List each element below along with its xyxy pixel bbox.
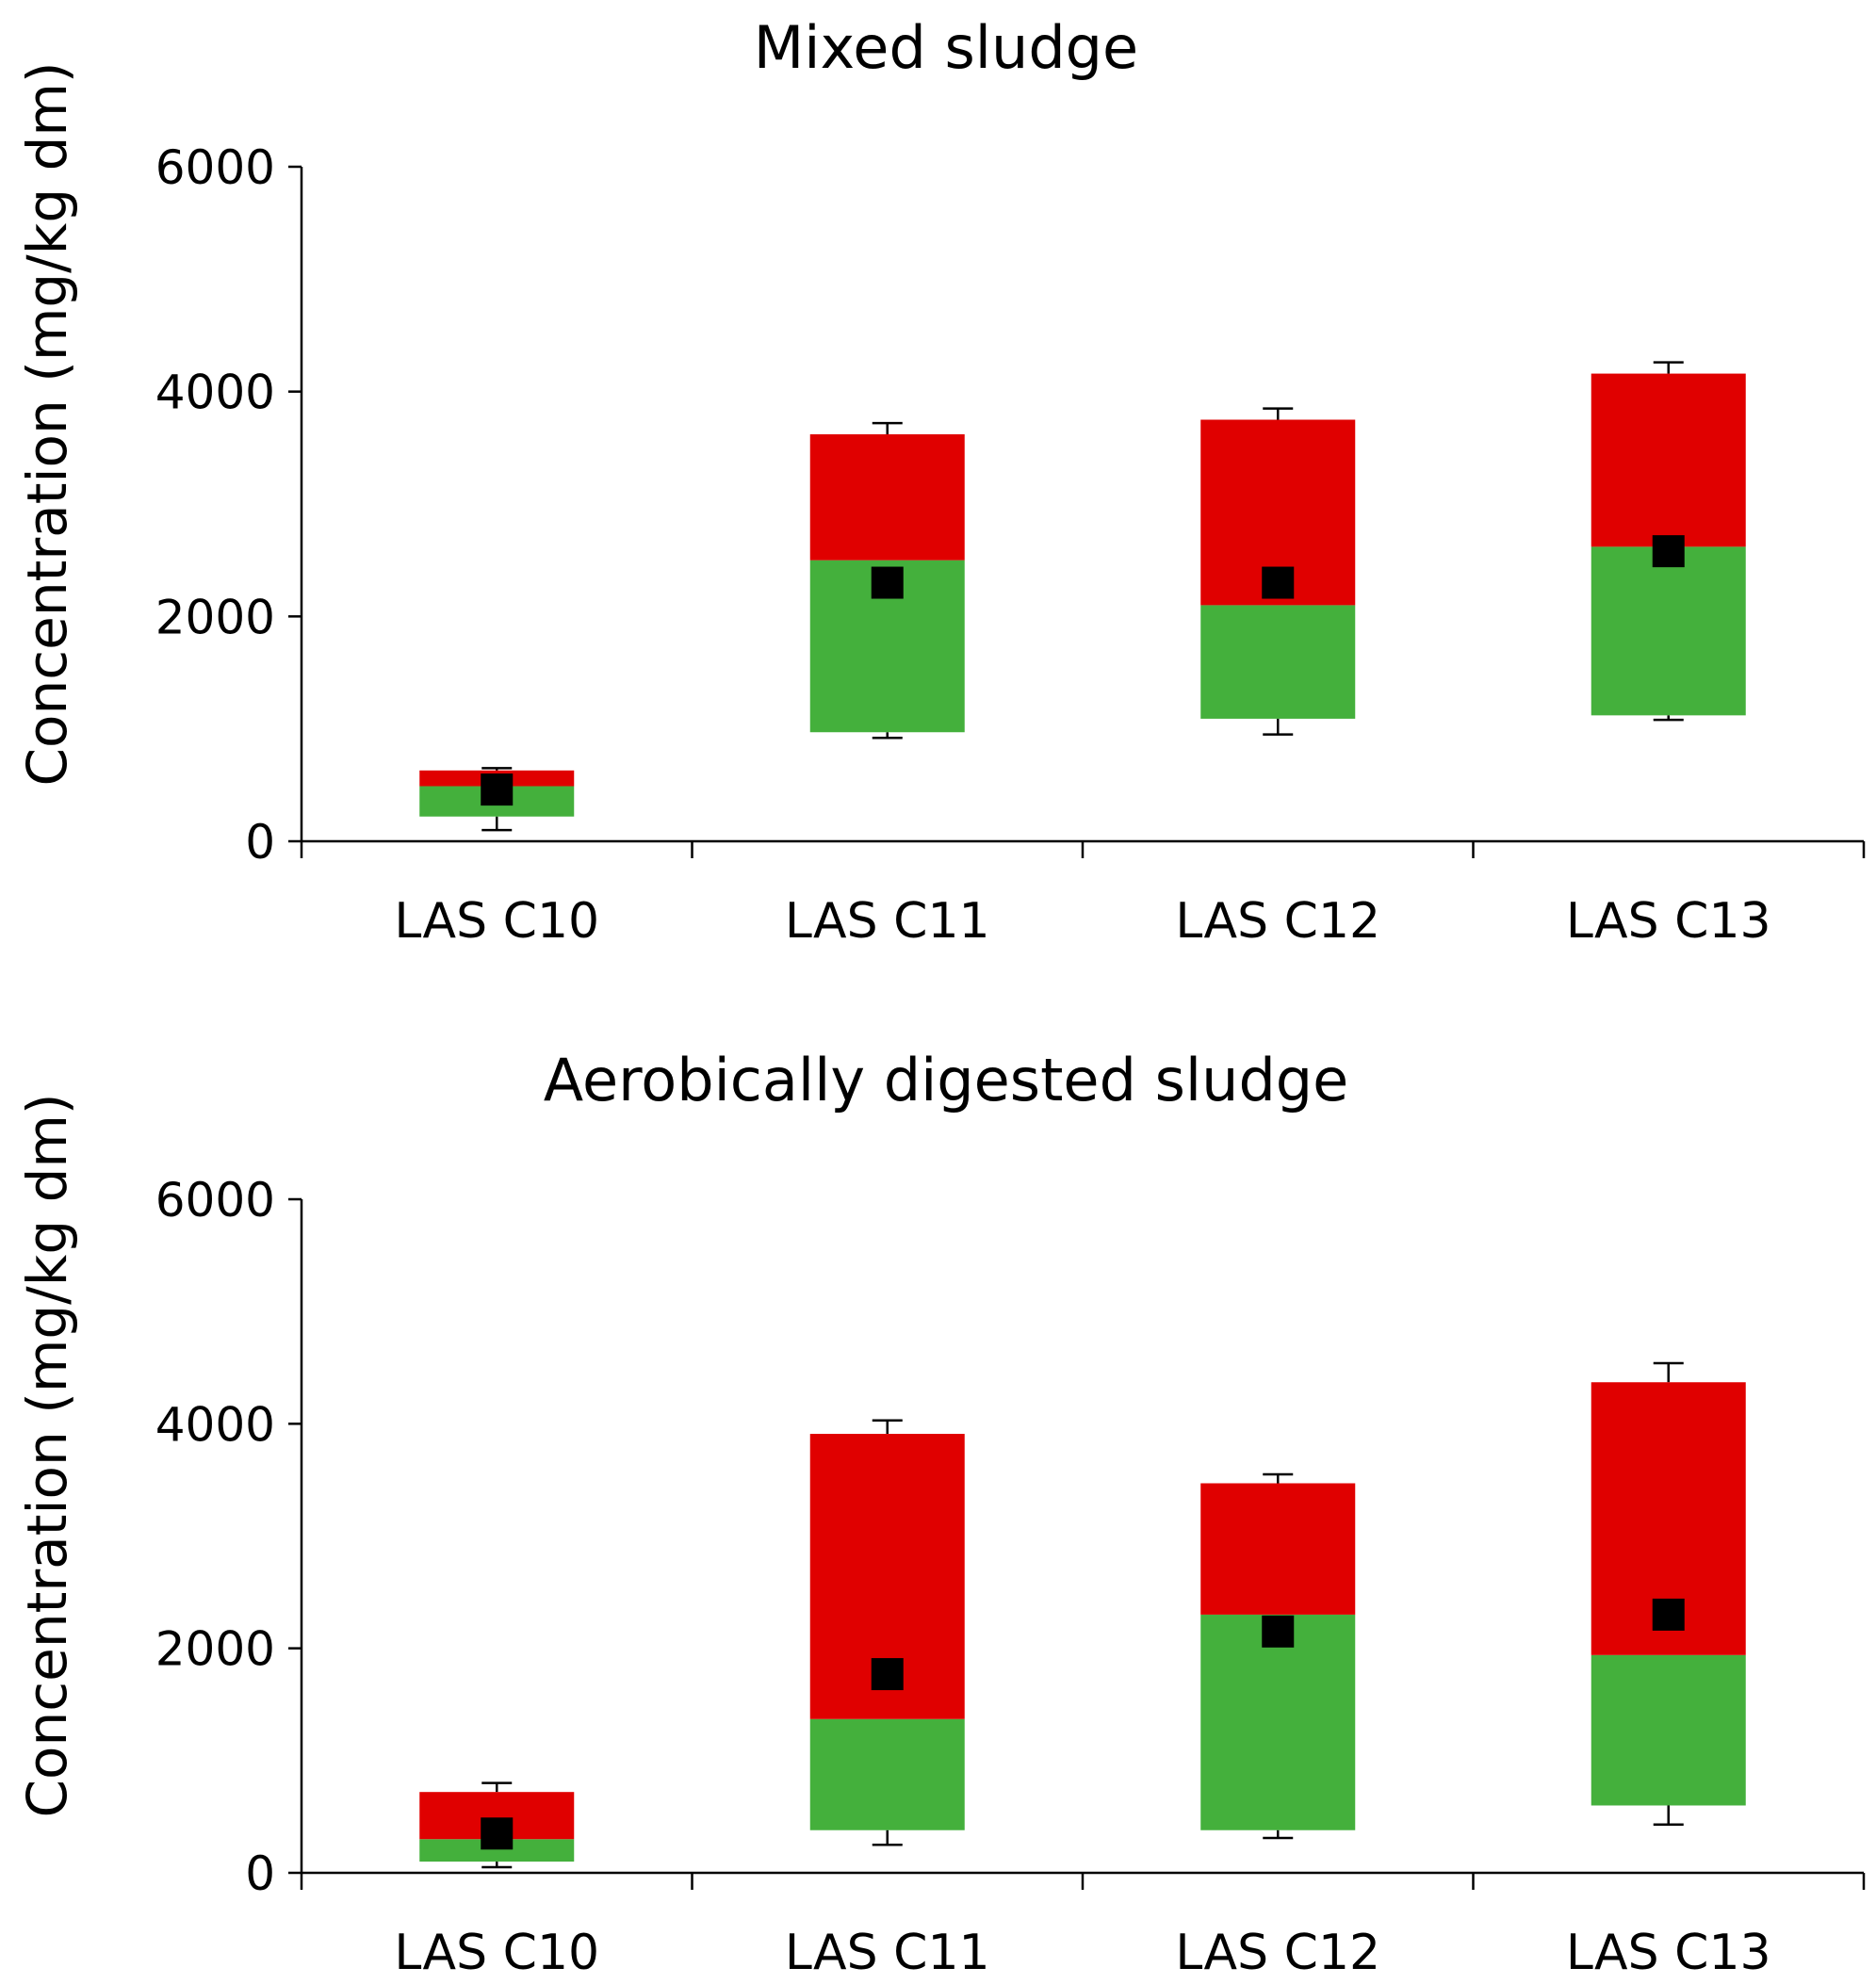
chart-title: Mixed sludge [754, 13, 1138, 82]
x-tick-label: LAS C13 [1566, 1925, 1771, 1981]
x-tick-label: LAS C11 [785, 1925, 990, 1981]
chart-title: Aerobically digested sludge [544, 1046, 1349, 1114]
x-tick-label: LAS C13 [1566, 893, 1771, 950]
y-tick-label: 6000 [155, 140, 275, 195]
mean-marker [1652, 1598, 1685, 1631]
plot-area: 0 2000 4000 6000 LAS C10 LAS C11 LAS C12 LAS C1… [155, 1173, 1866, 1981]
y-axis-label: Concentration (mg/kg dm) [15, 61, 79, 786]
plot-area: 0 2000 4000 6000 LAS C10 LAS C11 LAS C12 LAS C1… [155, 140, 1866, 950]
lower-box-segment [1591, 1654, 1746, 1806]
lower-box-segment [1200, 1614, 1356, 1830]
mean-marker [871, 566, 904, 599]
upper-box-segment [1200, 1483, 1356, 1615]
lower-box-segment [809, 1718, 965, 1830]
y-tick-label: 0 [245, 815, 275, 870]
mean-marker [871, 1658, 904, 1691]
chart-panel-aerobically-digested-sludge: Aerobically digested sludge Concentratio… [15, 1046, 1866, 1981]
lower-box-segment [1200, 605, 1356, 719]
x-tick-label: LAS C10 [394, 893, 599, 950]
mean-marker [481, 773, 514, 806]
chart-panel-mixed-sludge: Mixed sludge Concentration (mg/kg dm) 0 2… [15, 13, 1866, 950]
mean-marker [1262, 566, 1295, 599]
upper-box-segment [809, 434, 965, 561]
x-tick-label: LAS C12 [1175, 893, 1380, 950]
upper-box-segment [1591, 373, 1746, 547]
x-tick-label: LAS C12 [1175, 1925, 1380, 1981]
mean-marker [1652, 535, 1685, 568]
y-tick-label: 4000 [155, 366, 275, 420]
y-tick-label: 0 [245, 1846, 275, 1901]
y-tick-label: 2000 [155, 1622, 275, 1677]
y-tick-label: 4000 [155, 1397, 275, 1452]
mean-marker [481, 1817, 514, 1850]
x-tick-label: LAS C11 [785, 893, 990, 950]
y-axis-label: Concentration (mg/kg dm) [15, 1093, 79, 1817]
x-tick-label: LAS C10 [394, 1925, 599, 1981]
lower-box-segment [1591, 546, 1746, 716]
y-tick-label: 6000 [155, 1173, 275, 1228]
lower-box-segment [419, 1839, 575, 1862]
y-tick-label: 2000 [155, 590, 275, 644]
mean-marker [1262, 1615, 1295, 1648]
